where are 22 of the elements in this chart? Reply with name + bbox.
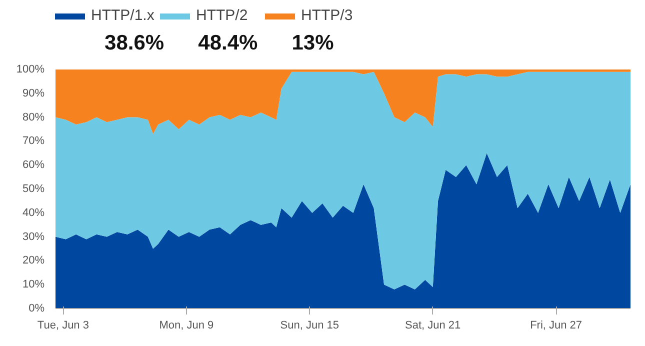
y-tick-label: 80% [22,111,45,124]
legend-label: HTTP/1.x [91,7,156,24]
y-tick-label: 20% [22,254,45,267]
text: 38.6% [104,32,164,54]
y-tick-label: 40% [22,206,45,219]
x-tick-label: Sun, Jun 15 [280,320,339,332]
x-tick-label: Fri, Jun 27 [530,320,582,332]
y-tick-label: 90% [22,87,45,100]
y-tick-label: 0% [28,302,45,314]
y-tick-label: 60% [22,159,45,172]
x-tick-label: Tue, Jun 3 [37,320,89,332]
legend-label: HTTP/3 [301,7,354,24]
legend-label: HTTP/2 [196,7,249,24]
text: 13% [292,32,334,54]
y-tick-label: 70% [22,135,45,148]
y-tick-label: 100% [16,64,45,76]
x-tick-label: Sat, Jun 21 [405,320,461,332]
y-tick-label: 10% [22,278,45,291]
x-tick-label: Mon, Jun 9 [159,320,214,332]
text: 48.4% [198,32,258,54]
y-tick-label: 50% [22,183,45,195]
y-tick-label: 30% [22,230,45,243]
